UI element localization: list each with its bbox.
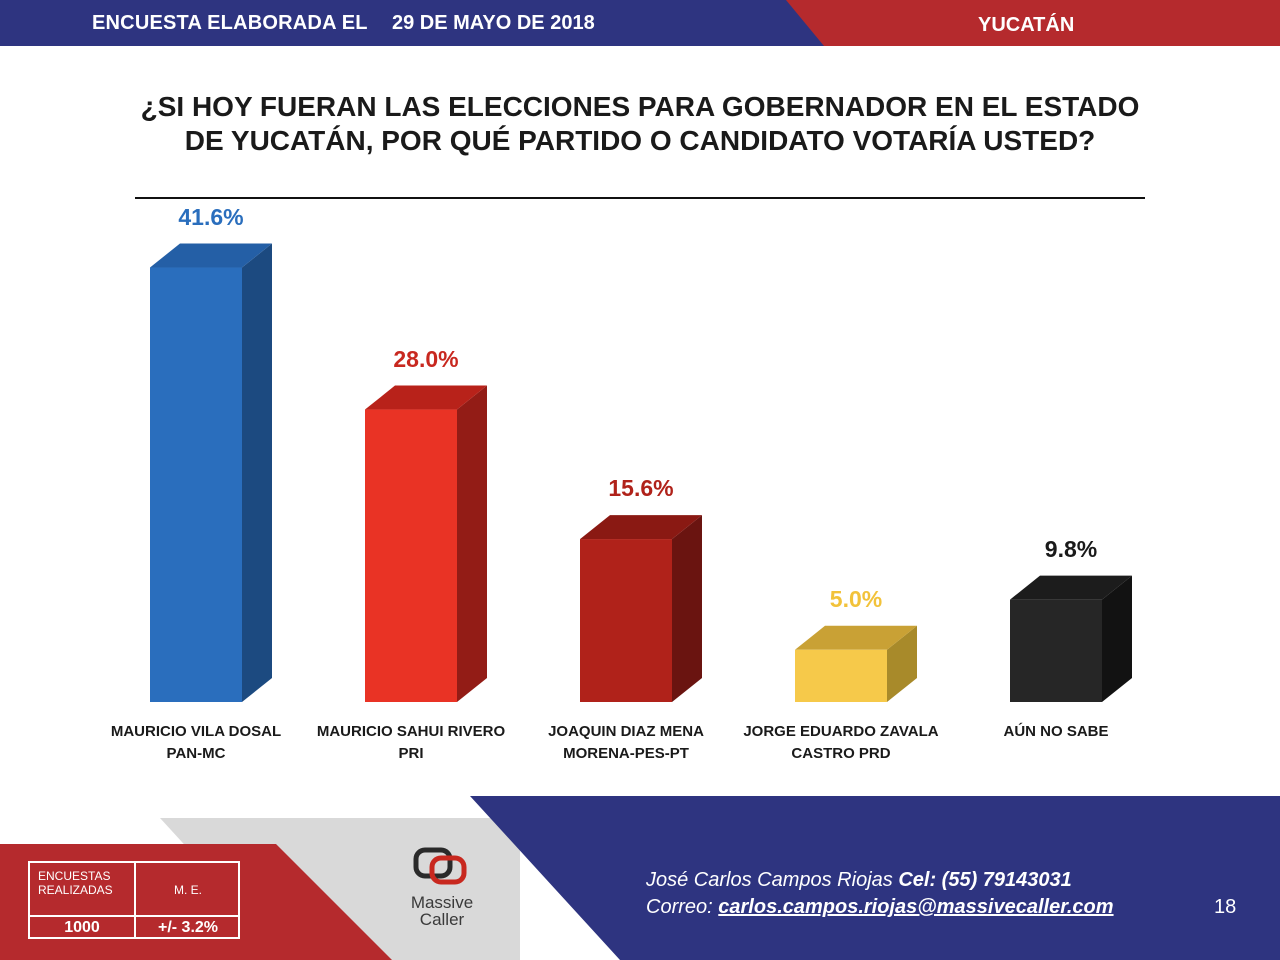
category-label-line: PAN-MC (166, 745, 226, 762)
bar-top (365, 385, 487, 410)
value-label-2: 28.0% (393, 345, 459, 372)
question-line-1: ¿SI HOY FUERAN LAS ELECCIONES PARA GOBER… (140, 91, 1140, 122)
survey-count: 1000 (64, 919, 100, 936)
question-line-2: DE YUCATÁN, POR QUÉ PARTIDO O CANDIDATO … (184, 125, 1096, 156)
bar-front (1010, 599, 1102, 702)
bar-front (795, 649, 887, 702)
category-label-line: MAURICIO SAHUI RIVERO (316, 723, 506, 740)
margin-error-value: +/- 3.2% (157, 919, 219, 936)
bar-front (150, 267, 242, 702)
stats-cell-margin: +/- 3.2% (136, 915, 240, 939)
page-number: 18 (1214, 896, 1237, 918)
footer-blue-panel (470, 796, 1280, 960)
category-label-line: PRI (398, 745, 424, 762)
footer-bar (0, 796, 1280, 960)
value-label-1: 41.6% (178, 203, 244, 230)
contact-mail-label: Correo: (646, 896, 713, 918)
category-label-4: JORGE EDUARDO ZAVALA CASTRO PRD (731, 721, 951, 765)
category-label-line: JORGE EDUARDO ZAVALA (743, 723, 939, 740)
bar-front (365, 409, 457, 702)
category-label-1: MAURICIO VILA DOSAL PAN-MC (86, 721, 306, 765)
header-blue-bg (0, 0, 824, 46)
contact-phone: Cel: (55) 79143031 (898, 869, 1072, 891)
contact-line-1: José Carlos Campos Riojas Cel: (55) 7914… (646, 869, 1072, 892)
bar-side (672, 515, 702, 702)
survey-stats-box: ENCUESTAS REALIZADAS M. E. 1000 +/- 3.2% (28, 861, 240, 939)
bar-side (887, 625, 917, 702)
bar-2 (365, 385, 487, 702)
survey-date: 29 DE MAYO DE 2018 (392, 12, 595, 34)
contact-line-2: Correo: carlos.campos.riojas@massivecall… (646, 896, 1114, 919)
stats-cell-label: ENCUESTAS REALIZADAS (30, 863, 136, 915)
stats-label-top: ENCUESTAS (38, 869, 111, 883)
bar-side (457, 385, 487, 702)
category-label-2: MAURICIO SAHUI RIVERO PRI (301, 721, 521, 765)
bar-1 (150, 243, 272, 702)
bar-top (150, 243, 272, 268)
stats-cell-me: M. E. (136, 863, 240, 915)
bar-top (580, 515, 702, 540)
category-label-3: JOAQUIN DIAZ MENA MORENA-PES-PT (516, 721, 736, 765)
bar-front (580, 539, 672, 702)
logo-word-massive: Massive (410, 893, 474, 912)
bar-3 (580, 515, 702, 702)
contact-name: José Carlos Campos Riojas (646, 869, 893, 891)
bar-5 (1010, 575, 1132, 702)
state-name: YUCATÁN (978, 14, 1075, 36)
survey-question: ¿SI HOY FUERAN LAS ELECCIONES PARA GOBER… (100, 90, 1180, 158)
title-divider (135, 197, 1145, 199)
value-label-4: 5.0% (829, 585, 883, 612)
category-label-line: JOAQUIN DIAZ MENA (548, 723, 704, 740)
stats-cell-count: 1000 (30, 915, 136, 939)
bar-side (242, 243, 272, 702)
margin-error-label: M. E. (173, 883, 202, 897)
category-label-5: AÚN NO SABE (946, 721, 1166, 743)
logo-word-caller: Caller (419, 910, 465, 929)
bar-top (795, 625, 917, 650)
survey-date-label: ENCUESTA ELABORADA EL (92, 12, 368, 34)
bar-4 (795, 625, 917, 702)
contact-email-link[interactable]: carlos.campos.riojas@massivecaller.com (718, 896, 1114, 918)
header-bar (0, 0, 1280, 46)
value-label-3: 15.6% (608, 475, 674, 502)
category-label-line: MORENA-PES-PT (563, 745, 689, 762)
bar-top (1010, 575, 1132, 600)
value-label-5: 9.8% (1044, 535, 1098, 562)
category-label-line: CASTRO PRD (791, 745, 891, 762)
bar-side (1102, 575, 1132, 702)
category-label-line: AÚN NO SABE (1003, 723, 1109, 740)
massive-caller-logo-icon (413, 847, 467, 885)
stats-label-bottom: REALIZADAS (38, 883, 113, 897)
footer-red-panel (0, 844, 392, 960)
bar-chart (150, 243, 1132, 702)
category-label-line: MAURICIO VILA DOSAL (110, 723, 282, 740)
